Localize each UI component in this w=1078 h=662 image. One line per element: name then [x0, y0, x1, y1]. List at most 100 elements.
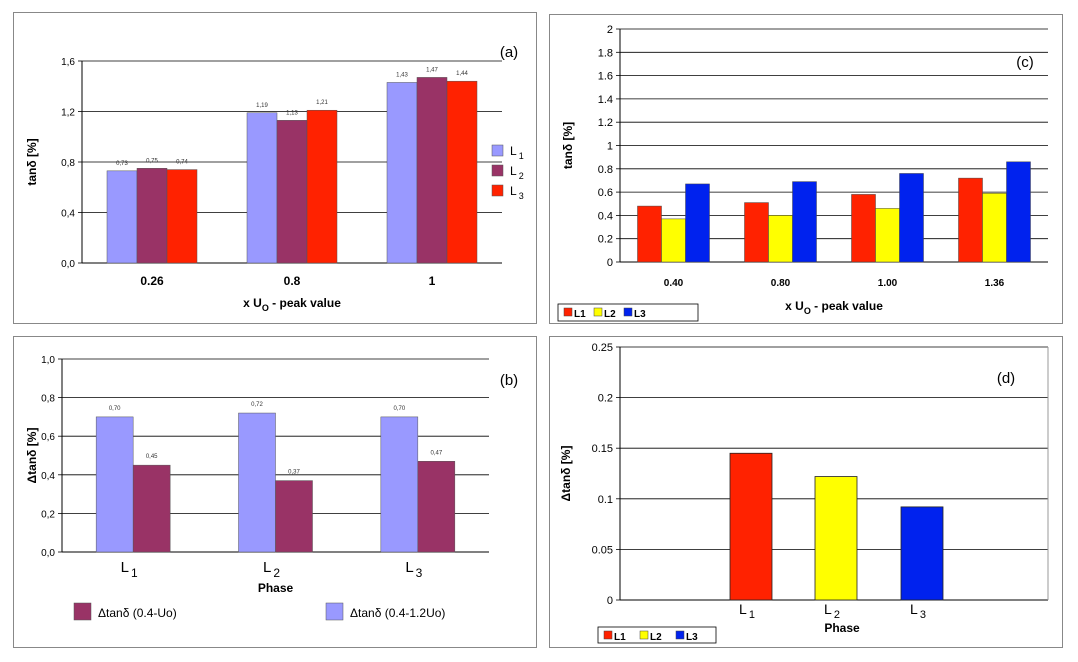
- y-tick-label: 1.4: [598, 94, 613, 106]
- bar: [685, 183, 710, 263]
- data-label: 0,47: [430, 450, 442, 456]
- legend-swatch: [603, 630, 613, 640]
- y-tick-label: 0.25: [592, 342, 613, 354]
- chart-d-svg: 0 0.05 0.1 0.15 0.2 0.25 Δtanδ [%] (d) L 1 L 2 L 3 Pha…: [559, 342, 1049, 644]
- x-tick-label: 0.8: [284, 274, 301, 288]
- y-tick-label: 0,4: [61, 209, 75, 220]
- bar: [982, 193, 1007, 263]
- legend-swatch: [563, 307, 573, 317]
- data-label: 1,44: [456, 71, 468, 77]
- y-axis-label: tanδ [%]: [25, 138, 39, 185]
- x-tick-label: 0.40: [664, 278, 684, 289]
- y-axis-label: Δtanδ [%]: [559, 446, 573, 502]
- x-axis-label: Phase: [824, 621, 860, 635]
- bar: [306, 109, 338, 264]
- bar: [275, 480, 313, 553]
- bar: [729, 452, 773, 601]
- bar: [637, 205, 662, 263]
- y-tick-label: 1,6: [61, 57, 75, 68]
- bar: [1006, 161, 1031, 263]
- data-label: 1,13: [286, 110, 298, 116]
- x-axis-label: Phase: [258, 581, 294, 595]
- bar: [417, 461, 456, 553]
- y-tick-label: 0,8: [61, 158, 75, 169]
- bar: [276, 120, 308, 264]
- y-tick-label: 0.1: [598, 494, 613, 506]
- bar: [744, 202, 769, 263]
- bar: [661, 218, 686, 263]
- x-tick-label: 1: [429, 274, 436, 288]
- y-tick-label: 0.8: [598, 164, 613, 176]
- legend-label: L1: [614, 632, 626, 643]
- legend-label: L3: [634, 309, 646, 320]
- legend-swatch: [491, 184, 504, 197]
- bar: [106, 170, 138, 264]
- x-axis-label: x UO - peak value: [785, 299, 883, 316]
- y-tick-label: 0,6: [41, 432, 55, 443]
- legend-swatch: [593, 307, 603, 317]
- y-tick-label: 0,0: [41, 548, 55, 559]
- y-tick-label: 1,2: [61, 108, 75, 119]
- chart-a-svg: 0,0 0,4 0,8 1,2 1,6 tanδ [%] (a) 0,73 0,75 0,74 0.…: [25, 44, 524, 313]
- bar: [851, 194, 876, 263]
- x-tick-label: 1.36: [985, 278, 1005, 289]
- legend-label: L2: [604, 309, 616, 320]
- panel-label: (c): [1016, 54, 1034, 71]
- chart-panel-a: 0,0 0,4 0,8 1,2 1,6 tanδ [%] (a) 0,73 0,75 0,74 0.…: [13, 12, 537, 324]
- data-label: 1,43: [396, 72, 408, 78]
- y-tick-label: 0.6: [598, 187, 613, 199]
- legend-swatch: [675, 630, 685, 640]
- bar: [768, 215, 793, 263]
- legend-swatch: [623, 307, 633, 317]
- y-tick-label: 0: [607, 595, 613, 607]
- chart-c-svg: 0 0.2 0.4 0.6 0.8 1 1.2 1.4 1.6 1.8 2 tanδ [%] (c) 0.…: [557, 24, 1048, 322]
- x-tick-label: 0.80: [771, 278, 791, 289]
- x-axis-label: x UO - peak value: [243, 296, 341, 313]
- x-tick-label: 0.26: [140, 274, 164, 288]
- bar: [136, 168, 168, 264]
- bar: [386, 82, 418, 264]
- y-tick-label: 1.8: [598, 47, 613, 59]
- legend-swatch: [639, 630, 649, 640]
- data-label: 0,70: [393, 406, 405, 412]
- y-tick-label: 1: [607, 141, 613, 153]
- bar: [132, 464, 171, 553]
- bar: [95, 416, 134, 553]
- bar: [792, 181, 817, 263]
- data-label: 0,37: [288, 470, 300, 476]
- legend-label: Δtanδ (0.4-1.2Uo): [350, 606, 445, 620]
- chart-panel-c: 0 0.2 0.4 0.6 0.8 1 1.2 1.4 1.6 1.8 2 tanδ [%] (c) 0.…: [549, 14, 1063, 324]
- bar: [958, 177, 983, 263]
- legend-label: Δtanδ (0.4-Uo): [98, 606, 177, 620]
- bar: [900, 506, 944, 601]
- legend-label: L2: [650, 632, 662, 643]
- y-tick-label: 1,0: [41, 355, 55, 366]
- y-tick-label: 0,8: [41, 394, 55, 405]
- y-tick-label: 0,0: [61, 259, 75, 270]
- legend-swatch: [491, 164, 504, 177]
- chart-b-svg: 0,0 0,2 0,4 0,6 0,8 1,0 Δtanδ [%] (b) 0,70 0,45 L 1…: [25, 355, 518, 621]
- y-tick-label: 0,4: [41, 471, 55, 482]
- data-label: 0,45: [146, 454, 158, 460]
- bar: [875, 208, 900, 263]
- bar: [380, 416, 419, 553]
- legend-swatch: [325, 602, 344, 621]
- bar: [446, 80, 478, 264]
- data-label: 1,21: [316, 100, 328, 106]
- data-label: 1,19: [256, 103, 268, 109]
- y-tick-label: 1.2: [598, 117, 613, 129]
- y-tick-label: 1.6: [598, 71, 613, 83]
- panel-label: (b): [500, 372, 518, 389]
- legend-box: [597, 626, 717, 644]
- panel-label: (d): [997, 370, 1015, 387]
- legend-label: L1: [574, 309, 586, 320]
- data-label: 0,75: [146, 158, 158, 164]
- y-tick-label: 2: [607, 24, 613, 36]
- x-tick-label: 1.00: [878, 278, 898, 289]
